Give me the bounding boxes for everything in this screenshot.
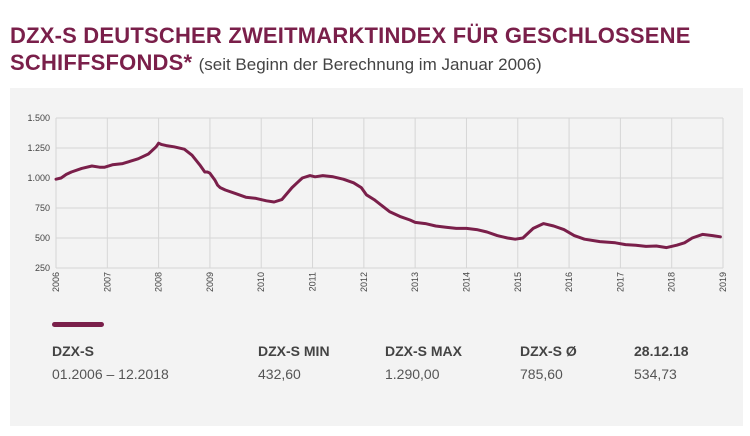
chart-title-main: DZX-S DEUTSCHER ZWEITMARKTINDEX FÜR GESC… [10, 23, 691, 75]
stat-latest-value: 534,73 [634, 366, 677, 382]
stat-series-value: 01.2006 – 12.2018 [52, 366, 169, 382]
y-tick-label: 250 [35, 263, 50, 273]
y-tick-label: 750 [35, 203, 50, 213]
x-tick-label: 2013 [410, 272, 420, 292]
y-tick-label: 500 [35, 233, 50, 243]
x-tick-label: 2006 [51, 272, 61, 292]
y-tick-label: 1.000 [27, 173, 50, 183]
stat-min-value: 432,60 [258, 366, 301, 382]
stat-max: DZX-S MAX 1.290,00 [385, 343, 462, 382]
x-tick-label: 2011 [308, 272, 318, 291]
x-tick-label: 2010 [256, 272, 266, 292]
x-tick-label: 2012 [359, 272, 369, 292]
stat-series-label: DZX-S [52, 343, 94, 359]
x-tick-label: 2014 [461, 272, 471, 292]
x-tick-label: 2008 [154, 272, 164, 292]
series-line-dzx-s [54, 141, 722, 250]
stat-latest: 28.12.18 534,73 [634, 343, 689, 382]
stat-series: DZX-S 01.2006 – 12.2018 [52, 343, 169, 382]
stat-avg-value: 785,60 [520, 366, 563, 382]
legend-swatch-dzx-s [52, 322, 104, 327]
stat-latest-label: 28.12.18 [634, 343, 689, 359]
y-tick-label: 1.250 [27, 143, 50, 153]
x-tick-label: 2018 [667, 272, 677, 292]
x-tick-label: 2016 [564, 272, 574, 292]
stat-avg: DZX-S Ø 785,60 [520, 343, 577, 382]
chart-subtitle: (seit Beginn der Berechnung im Januar 20… [198, 55, 542, 74]
stat-avg-label: DZX-S Ø [520, 343, 577, 359]
x-tick-label: 2017 [615, 272, 625, 292]
y-tick-label: 1.500 [27, 113, 50, 123]
x-tick-label: 2007 [102, 272, 112, 292]
chart-title: DZX-S DEUTSCHER ZWEITMARKTINDEX FÜR GESC… [10, 22, 745, 78]
chart-panel: 1.500 1.250 1.000 750 500 250 2006 2007 2008 2009… [10, 88, 743, 426]
stat-max-label: DZX-S MAX [385, 343, 462, 359]
stat-max-value: 1.290,00 [385, 366, 440, 382]
stat-min: DZX-S MIN 432,60 [258, 343, 330, 382]
x-tick-label: 2015 [513, 272, 523, 292]
stat-min-label: DZX-S MIN [258, 343, 330, 359]
x-tick-label: 2019 [718, 272, 728, 292]
x-tick-label: 2009 [205, 272, 215, 292]
